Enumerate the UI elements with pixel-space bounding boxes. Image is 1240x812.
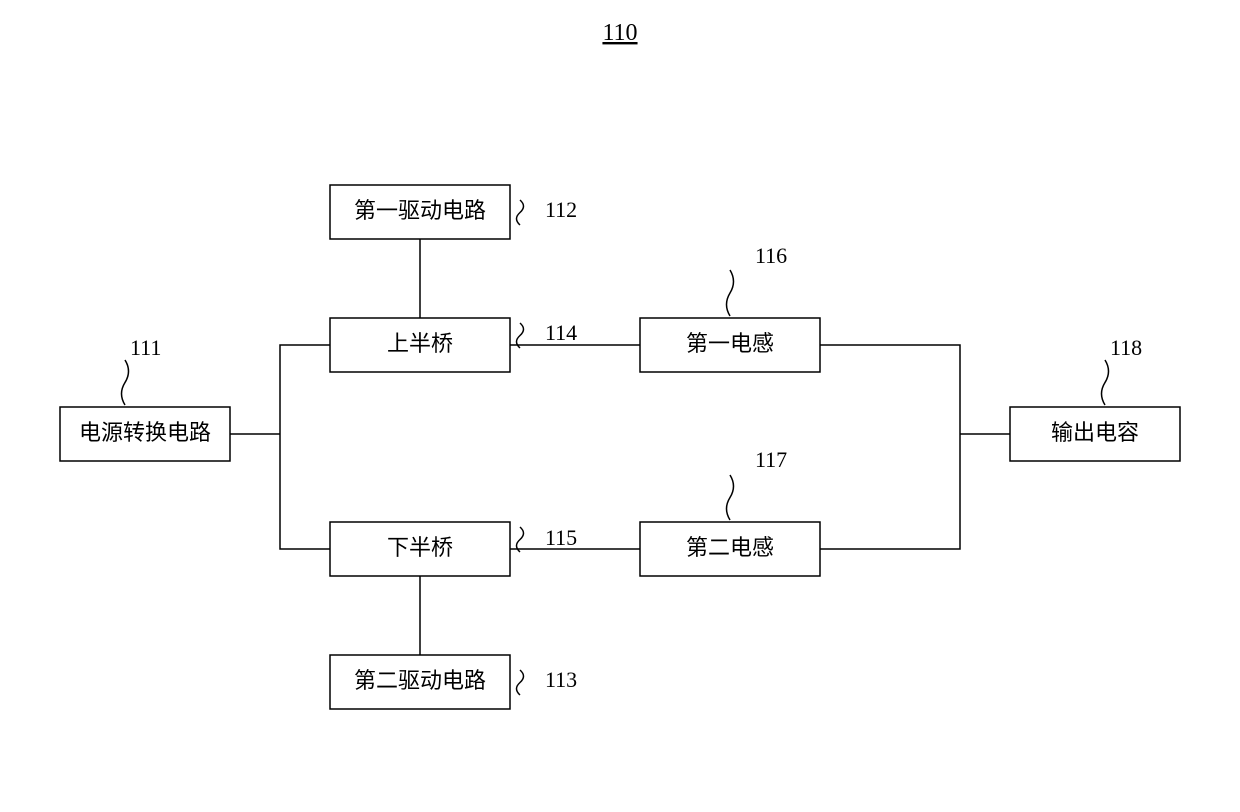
block-ind2: 第二电感 117 xyxy=(640,447,820,576)
refnum-115: 115 xyxy=(545,525,577,550)
leader-117 xyxy=(727,475,734,520)
refnum-113: 113 xyxy=(545,667,577,692)
block-label-ind1: 第一电感 xyxy=(686,331,774,356)
block-label-drive2: 第二驱动电路 xyxy=(354,668,486,693)
block-drive2: 第二驱动电路 113 xyxy=(330,655,577,709)
leader-113 xyxy=(517,670,524,695)
leader-116 xyxy=(727,270,734,316)
leader-112 xyxy=(517,200,524,225)
wires xyxy=(230,239,1010,655)
wire-ind1-to-merge xyxy=(820,345,960,434)
diagram-title: 110 xyxy=(602,20,637,46)
block-label-ind2: 第二电感 xyxy=(686,535,774,560)
wire-ind2-to-merge xyxy=(820,434,960,549)
refnum-118: 118 xyxy=(1110,335,1142,360)
block-label-lower_bridge: 下半桥 xyxy=(387,535,453,560)
wire-split-to-upper xyxy=(280,345,330,434)
boxes: 电源转换电路 111 第一驱动电路 112 第二驱动电路 113 上半桥 114 下半桥 115 第… xyxy=(60,185,1180,709)
block-drive1: 第一驱动电路 112 xyxy=(330,185,577,239)
block-power_conv: 电源转换电路 111 xyxy=(60,335,230,461)
wire-split-to-lower xyxy=(280,434,330,549)
block-label-power_conv: 电源转换电路 xyxy=(79,420,211,445)
block-out_cap: 输出电容 118 xyxy=(1010,335,1180,461)
refnum-117: 117 xyxy=(755,447,787,472)
refnum-111: 111 xyxy=(130,335,161,360)
block-ind1: 第一电感 116 xyxy=(640,243,820,372)
block-label-drive1: 第一驱动电路 xyxy=(354,198,486,223)
refnum-116: 116 xyxy=(755,243,787,268)
refnum-114: 114 xyxy=(545,320,577,345)
block-diagram: 110 电源转换电路 111 第一驱动电路 112 第二驱动电路 113 上半桥 114 下半桥… xyxy=(0,0,1240,812)
block-label-upper_bridge: 上半桥 xyxy=(387,331,453,356)
leader-111 xyxy=(122,360,129,405)
leader-118 xyxy=(1102,360,1109,405)
refnum-112: 112 xyxy=(545,197,577,222)
block-label-out_cap: 输出电容 xyxy=(1051,420,1139,445)
